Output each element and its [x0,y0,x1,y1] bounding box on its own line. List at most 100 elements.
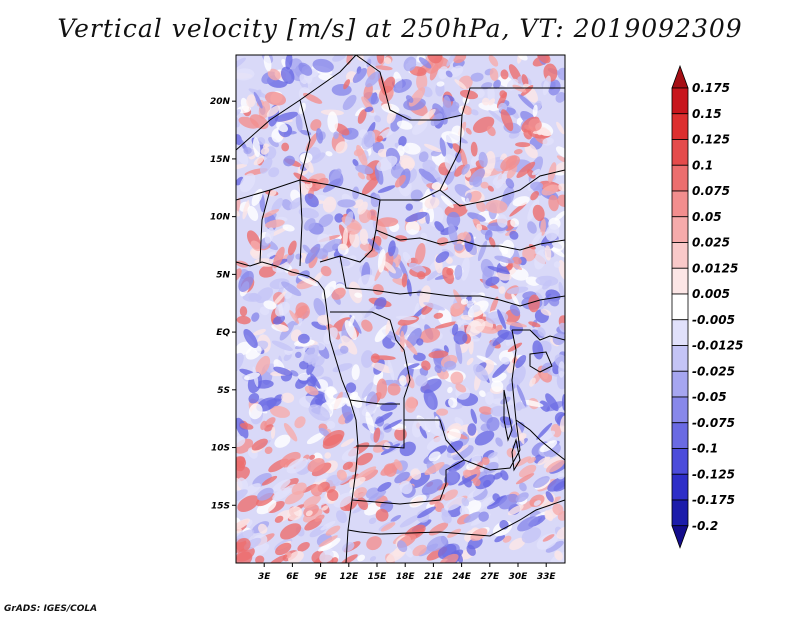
field-cell [488,55,499,67]
field-cell [236,435,246,448]
field-cell [453,330,468,345]
colorbar-segment [671,242,689,269]
field-cell [454,243,464,251]
colorbar-segment [671,448,689,475]
field-cell [283,422,298,442]
field-cell [271,197,283,213]
field-cell [353,487,367,499]
field-cell [446,440,464,454]
field-cell [236,315,251,325]
field-cell [385,318,391,335]
border [299,114,463,201]
field-cell [256,499,277,515]
field-cell [322,238,342,253]
field-cell [236,456,246,470]
field-cell [297,541,310,552]
lat-tick-label: 5S [217,386,230,396]
field-cell [405,211,428,222]
field-cell [419,194,433,203]
field-cell [542,75,551,96]
field-cell [264,417,276,428]
field-cell [557,472,565,480]
field-cell [237,477,249,491]
field-cell [557,183,565,192]
field-cell [325,151,333,157]
lon-tick-label: 24E [452,572,472,582]
field-cell [342,542,355,552]
field-cell [400,157,415,172]
country-borders [236,55,565,563]
field-cell [547,162,557,183]
field-cell [255,355,271,376]
field-cell [394,459,403,471]
field-cell [369,556,377,562]
field-cell [324,452,332,459]
field-cell [544,510,554,522]
field-cell [275,542,292,556]
field-cell [308,404,331,421]
field-cell [331,557,339,563]
field-cell [236,57,246,72]
field-cell [406,363,420,369]
field-cell [556,155,565,164]
field-cell [506,286,529,294]
field-cell [327,111,339,133]
field-cell [417,108,436,126]
field-cell [447,428,461,442]
field-cell [332,55,347,62]
field-cell [516,384,527,407]
field-cell [395,315,417,321]
field-cell [404,339,418,355]
field-cell [434,364,442,374]
field-cell [441,131,461,144]
field-cell [318,214,334,228]
field-cell [408,262,427,274]
field-cell [496,214,508,228]
field-cell [543,456,562,469]
field-cell [467,423,477,436]
field-cell [469,168,486,186]
field-cell [555,92,565,103]
field-cell [427,55,443,64]
field-cell [329,397,348,410]
field-cell [339,345,349,354]
lake [511,438,521,472]
field-cell [498,493,519,510]
field-cell [281,392,295,403]
field-cell [444,360,457,370]
field-cell [539,440,558,453]
field-cell [416,338,424,346]
field-cell [359,243,373,252]
colorbar-segment [671,293,689,321]
field-cell [494,255,515,264]
field-cell [322,429,345,447]
field-cell [454,265,463,280]
field-cell [310,119,322,131]
lat-tick-label: 10S [211,444,230,454]
field-cell [420,418,431,432]
footer-credit: GrADS: IGES/COLA [4,604,98,614]
field-cell [403,56,417,72]
field-cell [365,71,382,88]
field-cell [352,186,360,200]
field-cell [555,161,565,174]
field-cell [236,518,251,530]
field-cell [450,371,464,385]
field-cell [318,535,338,547]
field-cell [349,230,360,248]
field-cell [340,554,358,563]
colorbar-segment [671,87,689,115]
border [259,179,303,267]
field-cell [303,344,320,363]
field-cell [250,543,270,558]
field-cell [255,379,274,389]
field-cell [280,66,295,84]
field-cell [270,426,276,439]
field-cell [474,430,495,446]
field-cell [515,142,531,148]
field-cell [289,197,303,210]
field-cell [274,111,298,122]
field-cell [527,221,537,234]
field-cell [276,121,289,133]
